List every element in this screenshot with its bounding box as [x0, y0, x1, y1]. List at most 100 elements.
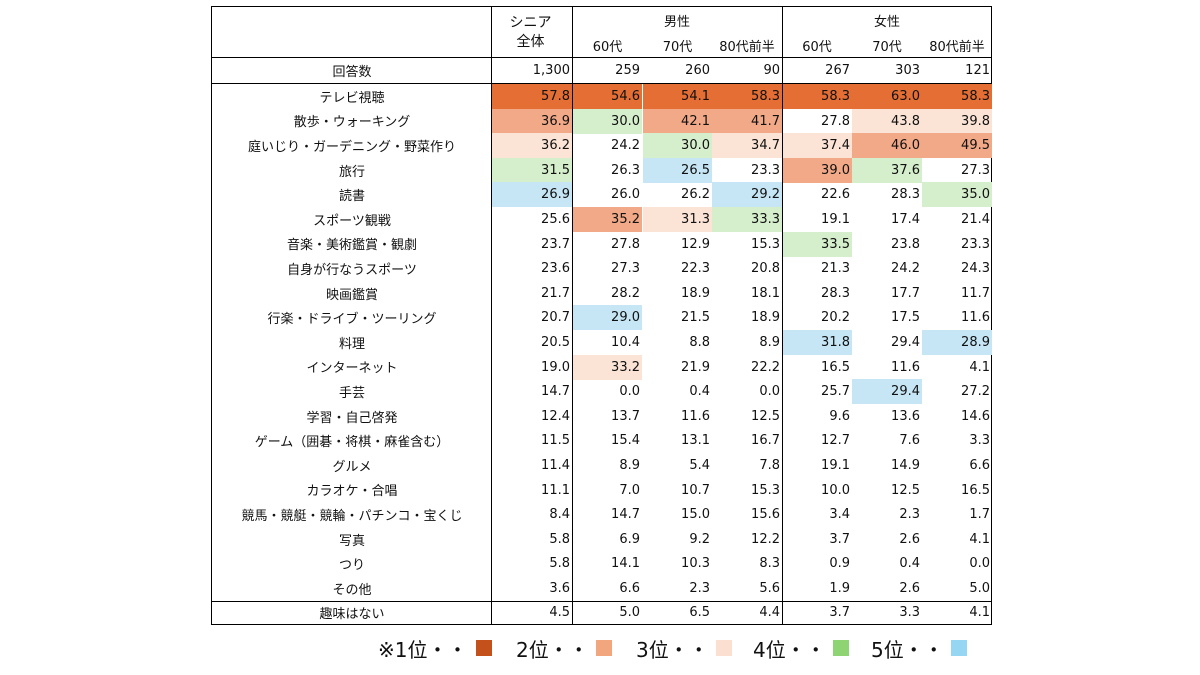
hobby-row-label: 映画鑑賞 — [325, 287, 378, 303]
hobby-value: 2.6 — [899, 531, 920, 547]
legend-swatch — [833, 640, 849, 656]
hobby-value: 24.3 — [961, 261, 990, 277]
hobby-value: 33.2 — [573, 354, 642, 380]
hobby-value: 14.7 — [541, 384, 570, 400]
hobby-value: 26.3 — [611, 162, 640, 178]
hobby-value: 3.7 — [829, 531, 850, 547]
hobby-value: 12.5 — [891, 482, 920, 498]
hobby-value: 0.4 — [689, 384, 710, 400]
legend-swatch — [476, 640, 492, 656]
hobby-value: 31.8 — [782, 330, 852, 356]
hobby-row-label: つり — [338, 558, 365, 574]
legend-item: 3位・・ — [636, 636, 732, 662]
hobby-value: 25.7 — [821, 384, 850, 400]
count-value: 259 — [615, 63, 640, 78]
hobby-value: 18.9 — [681, 285, 710, 301]
hobby-value: 58.3 — [712, 84, 782, 110]
hobby-row-label: その他 — [332, 582, 372, 598]
hobby-value: 41.7 — [712, 108, 782, 134]
hobby-value: 57.8 — [492, 84, 572, 110]
grid-line — [212, 57, 991, 58]
hobby-value: 6.9 — [619, 531, 640, 547]
hobby-value: 3.6 — [549, 581, 570, 597]
hobby-value: 39.0 — [782, 157, 852, 183]
hobby-value: 12.5 — [751, 408, 780, 424]
hobby-row-label: 自身が行なうスポーツ — [287, 262, 417, 278]
header-sub-col: 60代 — [802, 39, 832, 55]
header-male: 男性 — [663, 14, 690, 30]
hobby-value: 5.4 — [689, 458, 710, 474]
hobby-value: 28.2 — [611, 285, 640, 301]
hobby-value: 21.4 — [961, 212, 990, 228]
hobby-value: 21.9 — [681, 359, 710, 375]
hobby-value: 11.6 — [681, 408, 710, 424]
hobby-value: 1.9 — [829, 581, 850, 597]
hobby-value: 12.9 — [681, 236, 710, 252]
hobby-value: 3.3 — [969, 433, 990, 449]
hobby-value: 26.5 — [643, 157, 712, 183]
count-value: 1,300 — [532, 63, 570, 78]
count-value: 303 — [895, 63, 920, 78]
hobby-value: 15.6 — [751, 507, 780, 523]
count-value: 90 — [763, 63, 780, 78]
legend-item: 5位・・ — [871, 636, 967, 662]
hobby-value: 11.7 — [961, 285, 990, 301]
hobby-value: 0.0 — [759, 384, 780, 400]
grid-line — [572, 7, 573, 624]
hobby-value: 23.3 — [961, 236, 990, 252]
hobby-value: 3.4 — [829, 507, 850, 523]
hobby-value: 7.0 — [619, 482, 640, 498]
hobby-value: 30.0 — [643, 133, 712, 159]
legend-text: 5位・・ — [871, 637, 944, 662]
hobby-value: 17.4 — [891, 212, 920, 228]
hobby-value: 6.6 — [619, 581, 640, 597]
hobby-row-label: 行楽・ドライブ・ツーリング — [267, 312, 437, 328]
grid-line — [212, 83, 991, 84]
hobby-value: 54.6 — [573, 84, 642, 110]
hobby-value: 39.8 — [922, 108, 992, 134]
none-value: 3.3 — [899, 605, 920, 621]
hobby-value: 27.3 — [961, 162, 990, 178]
hobby-value: 15.3 — [751, 482, 780, 498]
hobby-ranking-table: シニア 全体 男性 女性 60代 70代 80代前半 60代 70代 80代前半 回答数 1,… — [211, 6, 992, 625]
hobby-value: 18.9 — [751, 310, 780, 326]
hobby-value: 17.7 — [891, 285, 920, 301]
hobby-row-label: 学習・自己啓発 — [306, 410, 398, 426]
hobby-value: 34.7 — [712, 133, 782, 159]
hobby-value: 9.2 — [689, 531, 710, 547]
hobby-value: 1.7 — [969, 507, 990, 523]
hobby-value: 28.9 — [922, 330, 992, 356]
hobby-value: 6.6 — [969, 458, 990, 474]
legend-text: 3位・・ — [636, 637, 709, 662]
hobby-value: 26.0 — [611, 187, 640, 203]
grid-line — [212, 600, 991, 602]
hobby-value: 15.4 — [611, 433, 640, 449]
hobby-value: 21.3 — [821, 261, 850, 277]
hobby-value: 0.0 — [619, 384, 640, 400]
hobby-row-label: 散歩・ウォーキング — [293, 115, 411, 131]
hobby-row-label: 読書 — [338, 189, 365, 205]
hobby-value: 16.7 — [751, 433, 780, 449]
hobby-value: 5.6 — [759, 581, 780, 597]
hobby-value: 0.4 — [899, 556, 920, 572]
hobby-value: 11.6 — [891, 359, 920, 375]
hobby-value: 10.3 — [681, 556, 710, 572]
hobby-value: 35.0 — [922, 182, 992, 208]
hobby-value: 23.7 — [541, 236, 570, 252]
hobby-value: 5.8 — [549, 556, 570, 572]
legend-text: 2位・・ — [516, 637, 589, 662]
hobby-value: 8.3 — [759, 556, 780, 572]
hobby-value: 15.0 — [681, 507, 710, 523]
none-value: 4.1 — [969, 605, 990, 621]
hobby-value: 28.3 — [891, 187, 920, 203]
legend-swatch — [596, 640, 612, 656]
hobby-value: 0.0 — [969, 556, 990, 572]
hobby-value: 58.3 — [922, 84, 992, 110]
legend-swatch — [951, 640, 967, 656]
header-sub-col: 60代 — [592, 39, 623, 55]
hobby-row-label: 音楽・美術鑑賞・観劇 — [286, 238, 417, 254]
hobby-value: 9.6 — [829, 408, 850, 424]
hobby-value: 20.7 — [541, 310, 570, 326]
hobby-value: 11.5 — [541, 433, 570, 449]
header-sub-col: 70代 — [662, 39, 693, 55]
